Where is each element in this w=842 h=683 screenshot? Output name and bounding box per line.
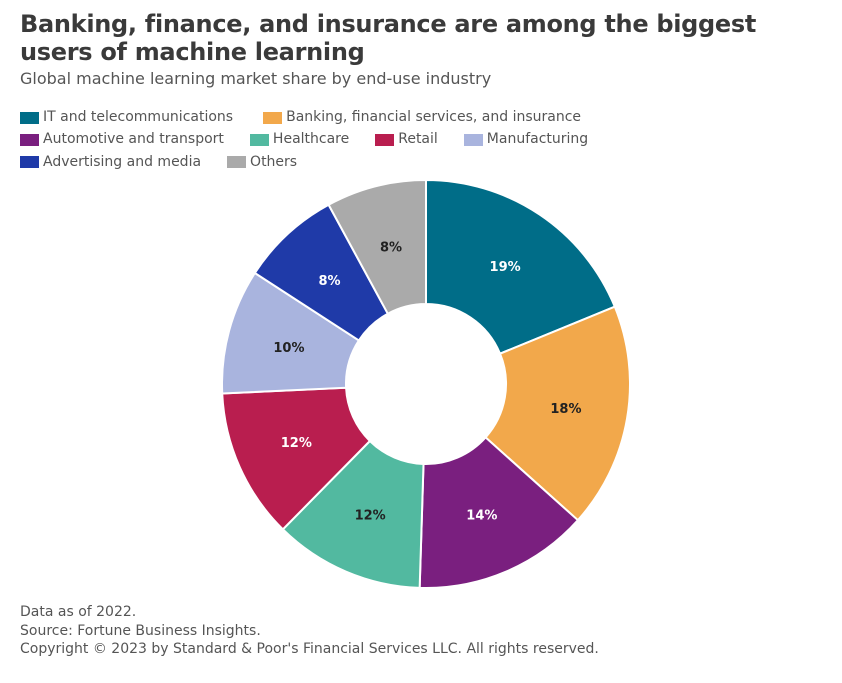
data-label: 12% [281, 436, 312, 451]
legend-swatch [20, 134, 39, 146]
legend-item: Advertising and media [20, 153, 201, 173]
legend-swatch [249, 134, 269, 146]
legend-swatch [375, 134, 395, 146]
legend-item: Healthcare [249, 130, 350, 150]
data-label: 8% [319, 274, 341, 289]
data-label: 14% [466, 509, 497, 524]
footer-date-note: Data as of 2022. [20, 604, 137, 620]
legend-item: Automotive and transport [20, 130, 224, 150]
legend-swatch [463, 134, 483, 146]
chart-title: Banking, finance, and insurance are amon… [20, 10, 757, 66]
legend-label: Advertising and media [43, 153, 202, 170]
legend-swatch [227, 156, 247, 169]
legend-swatch [20, 156, 39, 169]
legend-item: Others [227, 153, 297, 173]
legend-label: Retail [398, 131, 438, 148]
footer-copyright: Copyright © 2023 by Standard & Poor's Fi… [20, 641, 599, 657]
legend: IT and telecommunications Banking, financ… [20, 108, 660, 175]
legend-item: Retail [375, 130, 438, 150]
legend-label: Others [250, 153, 298, 170]
legend-swatch [263, 111, 283, 124]
data-label: 8% [380, 240, 402, 255]
data-label: 10% [273, 341, 304, 356]
donut-slice [425, 178, 617, 355]
legend-swatch [20, 111, 39, 124]
data-label: 19% [490, 260, 521, 275]
donut-slice [484, 305, 631, 522]
legend-label: Automotive and transport [43, 131, 224, 148]
legend-item: Manufacturing [463, 130, 589, 150]
legend-item: Banking, financial services, and insuran… [263, 108, 581, 128]
footer-source: Source: Fortune Business Insights. [20, 622, 261, 639]
legend-label: Healthcare [272, 131, 350, 148]
chart-subtitle: Global machine learning market share by … [20, 69, 492, 88]
legend-label: Manufacturing [486, 131, 589, 148]
legend-item: IT and telecommunications [20, 108, 233, 128]
data-label: 12% [355, 509, 386, 524]
footer: Data as of 2022. Source: Fortune Busines… [20, 603, 599, 659]
donut-slice [327, 178, 427, 316]
legend-label: Banking, financial services, and insuran… [286, 109, 582, 125]
legend-label: IT and telecommunications [43, 109, 234, 125]
data-label: 18% [550, 402, 581, 417]
donut-slice [418, 435, 580, 589]
